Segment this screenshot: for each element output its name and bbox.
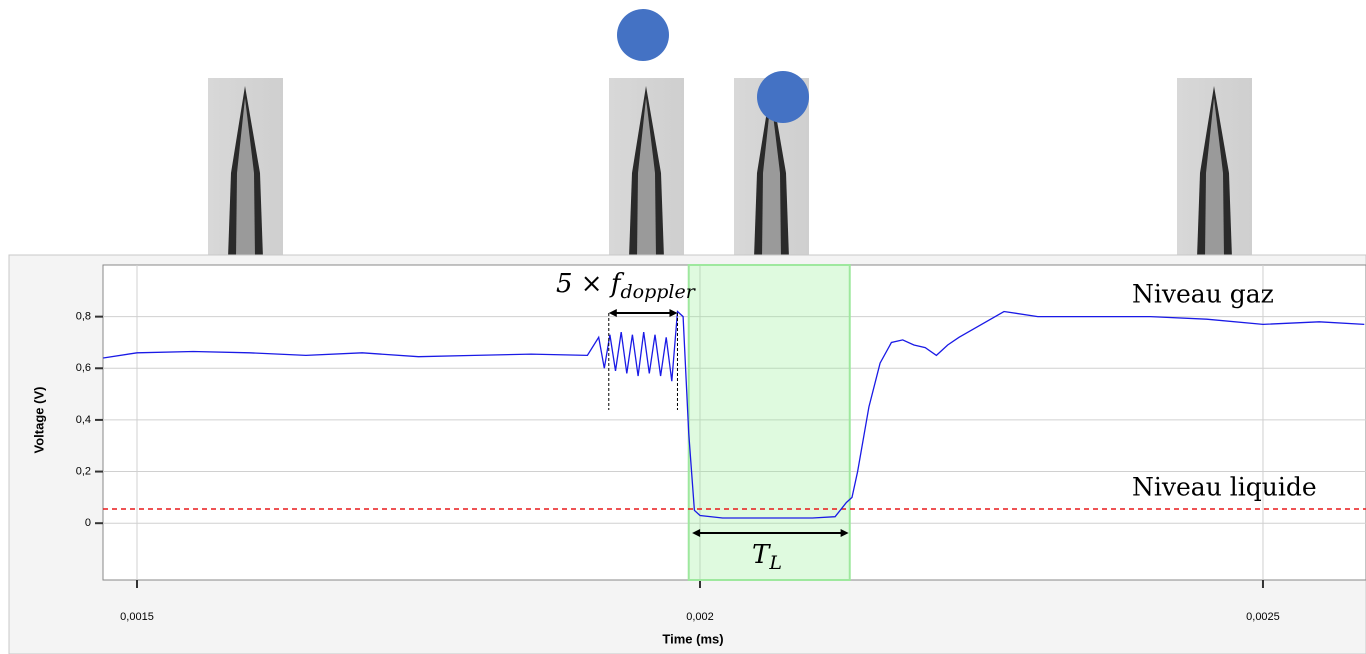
y-axis-title: Voltage (V) [31,387,46,454]
annotation-subscript: L [768,552,782,574]
x-tick-label: 0,0025 [1246,611,1280,623]
y-tick-label: 0,2 [76,465,91,477]
annotation-subscript: doppler [620,281,696,303]
arrow-head [608,309,678,317]
x-tick-label: 0,002 [686,611,714,623]
bubble [757,71,809,123]
needle [208,78,283,258]
annotation: TL [752,540,782,574]
needle-images [208,9,1252,258]
annotation-base: 5 × f [556,269,625,299]
y-tick-label: 0,6 [76,362,91,374]
bubble [617,9,669,61]
y-tick-label: 0 [85,517,91,529]
gas-label: Niveau gaz [1132,280,1274,309]
y-tick-label: 0,4 [76,414,91,426]
y-tick-label: 0,8 [76,311,91,323]
plot-area [102,264,1366,581]
needle [1177,78,1252,258]
signal-line [103,310,1365,519]
needle [734,78,809,258]
needle [609,78,684,258]
x-tick-label: 0,0015 [120,611,154,623]
annotation: 5 × fdoppler [556,269,697,303]
liquid-region [687,264,851,581]
annotation-base: T [752,540,771,570]
liquid-label: Niveau liquide [1132,473,1317,502]
x-axis-title: Time (ms) [662,631,723,646]
